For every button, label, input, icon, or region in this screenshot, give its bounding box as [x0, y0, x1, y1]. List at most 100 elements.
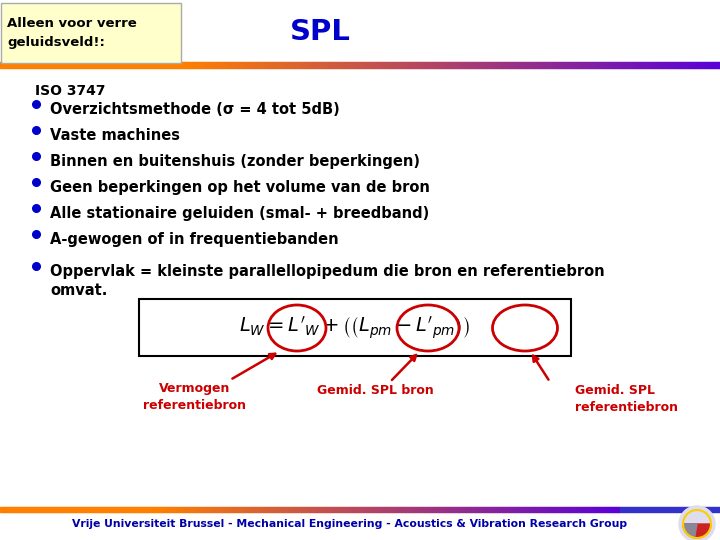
Bar — [272, 62, 273, 68]
Bar — [134, 507, 135, 512]
Bar — [131, 507, 132, 512]
Bar — [274, 507, 275, 512]
Bar — [169, 62, 170, 68]
Bar — [261, 507, 262, 512]
Bar — [359, 62, 360, 68]
Text: Vaste machines: Vaste machines — [50, 128, 180, 143]
Bar — [619, 62, 620, 68]
Bar — [301, 507, 302, 512]
Bar — [593, 62, 594, 68]
Bar — [4, 507, 5, 512]
Bar — [338, 507, 339, 512]
Bar — [194, 62, 195, 68]
Bar — [144, 507, 145, 512]
Bar — [396, 507, 397, 512]
Bar — [114, 62, 115, 68]
Bar — [76, 507, 77, 512]
Bar — [445, 507, 446, 512]
Bar — [96, 507, 97, 512]
Bar — [89, 62, 90, 68]
Bar — [417, 507, 418, 512]
Bar — [606, 507, 607, 512]
Bar — [288, 507, 289, 512]
Bar — [21, 62, 22, 68]
Bar — [419, 507, 420, 512]
Bar — [683, 62, 684, 68]
Bar — [139, 507, 140, 512]
Bar — [438, 62, 439, 68]
Bar — [263, 507, 264, 512]
Bar — [486, 507, 487, 512]
Bar — [30, 507, 31, 512]
Bar — [601, 62, 602, 68]
Bar — [171, 62, 172, 68]
Bar — [356, 507, 357, 512]
Bar — [565, 62, 566, 68]
Bar — [603, 62, 604, 68]
Bar — [619, 507, 620, 512]
Bar — [196, 62, 197, 68]
Bar — [381, 62, 382, 68]
Bar — [217, 507, 218, 512]
Bar — [645, 62, 646, 68]
Bar — [387, 507, 388, 512]
Bar — [556, 62, 557, 68]
Bar — [188, 507, 189, 512]
Bar — [491, 62, 492, 68]
Bar — [252, 507, 253, 512]
Bar — [87, 507, 88, 512]
Bar — [157, 507, 158, 512]
Bar — [332, 62, 333, 68]
Bar — [569, 507, 570, 512]
Bar — [715, 62, 716, 68]
Bar — [164, 62, 165, 68]
Bar — [80, 62, 81, 68]
Bar — [679, 62, 680, 68]
Bar — [83, 62, 84, 68]
Bar — [302, 62, 303, 68]
Bar — [51, 507, 52, 512]
Bar — [204, 62, 205, 68]
Bar — [481, 507, 482, 512]
Bar — [700, 62, 701, 68]
Bar — [77, 507, 78, 512]
Bar — [404, 507, 405, 512]
Bar — [349, 62, 350, 68]
Bar — [617, 507, 618, 512]
Bar — [255, 62, 256, 68]
Bar — [329, 507, 330, 512]
Bar — [626, 62, 627, 68]
Bar — [432, 62, 433, 68]
Bar — [457, 507, 458, 512]
Bar — [62, 507, 63, 512]
Bar — [326, 62, 327, 68]
Bar — [181, 507, 182, 512]
Bar — [516, 507, 517, 512]
Bar — [712, 62, 713, 68]
Bar — [397, 62, 398, 68]
Bar — [242, 507, 243, 512]
Bar — [488, 507, 489, 512]
Bar — [509, 62, 510, 68]
Bar — [559, 62, 560, 68]
Bar — [714, 62, 715, 68]
Bar — [61, 62, 62, 68]
Bar — [460, 62, 461, 68]
Bar — [558, 507, 559, 512]
Bar — [352, 62, 353, 68]
Bar — [544, 62, 545, 68]
Bar — [73, 62, 74, 68]
Bar — [187, 62, 188, 68]
Bar — [70, 62, 71, 68]
Bar — [218, 507, 219, 512]
Bar — [348, 62, 349, 68]
Bar — [282, 62, 283, 68]
Bar — [532, 62, 533, 68]
Bar — [311, 507, 312, 512]
Bar — [515, 507, 516, 512]
Bar — [301, 62, 302, 68]
Bar — [120, 507, 121, 512]
Bar — [374, 507, 375, 512]
Bar — [143, 507, 144, 512]
Bar — [57, 507, 58, 512]
